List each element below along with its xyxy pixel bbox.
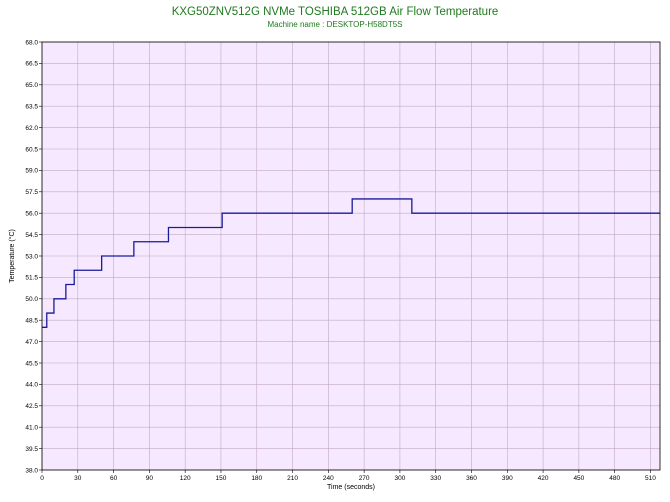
y-tick-label: 68.0	[25, 39, 38, 46]
y-axis-label: Temperature (°C)	[8, 229, 16, 283]
x-tick-label: 180	[251, 475, 262, 482]
x-tick-label: 30	[74, 475, 82, 482]
y-tick-label: 59.0	[25, 168, 38, 175]
y-tick-label: 62.0	[25, 125, 38, 132]
x-tick-label: 120	[180, 475, 191, 482]
y-tick-label: 39.5	[25, 446, 38, 453]
y-tick-label: 57.5	[25, 189, 38, 196]
x-tick-label: 510	[645, 475, 656, 482]
y-tick-label: 44.0	[25, 382, 38, 389]
y-tick-label: 45.5	[25, 360, 38, 367]
temperature-series-line	[42, 198, 660, 328]
y-tick-label: 51.5	[25, 275, 38, 282]
y-tick-label: 63.5	[25, 104, 38, 111]
x-tick-label: 330	[430, 475, 441, 482]
x-axis-ticks: 0 30 60 90 120 150 180 210 240 270 300 330 360 390 420…	[40, 470, 656, 482]
x-tick-label: 90	[146, 475, 154, 482]
chart-title: KXG50ZNV512G NVMe TOSHIBA 512GB Air Flow…	[171, 6, 499, 18]
x-tick-label: 480	[609, 475, 620, 482]
y-tick-label: 66.5	[25, 61, 38, 68]
x-tick-label: 360	[466, 475, 477, 482]
y-tick-label: 65.0	[25, 82, 38, 89]
chart-subtitle: Machine name : DESKTOP-H58DT5S	[267, 20, 403, 29]
y-tick-label: 50.0	[25, 296, 38, 303]
x-tick-label: 390	[502, 475, 513, 482]
y-axis-ticks: 38.0 39.5 41.0 42.5 44.0 45.5 47.0 48.5 50.0 51.5…	[25, 39, 42, 474]
y-tick-label: 42.5	[25, 403, 38, 410]
x-tick-label: 60	[110, 475, 118, 482]
x-tick-label: 420	[538, 475, 549, 482]
y-tick-label: 60.5	[25, 146, 38, 153]
y-tick-label: 48.5	[25, 318, 38, 325]
x-tick-label: 150	[216, 475, 227, 482]
x-tick-label: 300	[394, 475, 405, 482]
x-axis-label: Time (seconds)	[327, 484, 375, 491]
y-tick-label: 47.0	[25, 339, 38, 346]
x-tick-label: 210	[287, 475, 298, 482]
x-tick-label: 270	[359, 475, 370, 482]
y-tick-label: 56.0	[25, 211, 38, 218]
x-tick-label: 450	[573, 475, 584, 482]
y-tick-label: 54.5	[25, 232, 38, 239]
y-tick-label: 38.0	[25, 467, 38, 474]
y-tick-label: 41.0	[25, 425, 38, 432]
grid-lines	[41, 41, 660, 471]
plot-frame	[41, 41, 661, 471]
y-tick-label: 53.0	[25, 253, 38, 260]
x-tick-label: 240	[323, 475, 334, 482]
x-tick-label: 0	[40, 475, 44, 482]
